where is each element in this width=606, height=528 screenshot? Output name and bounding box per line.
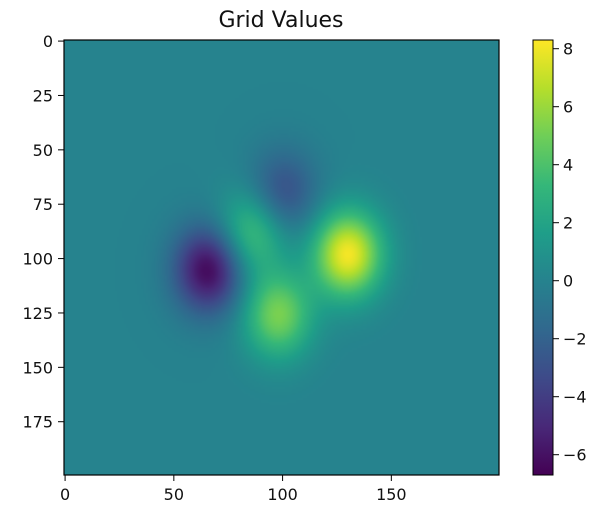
- colorbar-tick-label: 8: [563, 40, 573, 59]
- colorbar-tick-label: −6: [563, 446, 587, 465]
- y-tick-label: 0: [43, 32, 53, 51]
- y-axis: 0 25 50 75 100 125 150 175: [22, 32, 64, 432]
- y-tick-label: 75: [33, 195, 53, 214]
- chart-title: Grid Values: [218, 8, 343, 33]
- y-tick-label: 175: [22, 413, 53, 432]
- y-tick-label: 25: [33, 86, 53, 105]
- plot-frame: [63, 39, 500, 476]
- x-tick-label: 100: [267, 485, 298, 504]
- colorbar-tick-label: −2: [563, 330, 587, 349]
- heatmap-image-wrap: [64, 40, 499, 475]
- x-axis: 0 50 100 150: [60, 475, 407, 504]
- y-tick-label: 150: [22, 358, 53, 377]
- colorbar-tick-label: 2: [563, 214, 573, 233]
- y-tick-label: 125: [22, 304, 53, 323]
- colorbar-tick-label: −4: [563, 388, 587, 407]
- colorbar-tick-label: 4: [563, 156, 573, 175]
- y-tick-label: 100: [22, 250, 53, 269]
- colorbar-tick-label: 0: [563, 272, 573, 291]
- heatmap-image: [64, 40, 499, 475]
- x-tick-label: 50: [164, 485, 184, 504]
- y-tick-label: 50: [33, 141, 53, 160]
- x-tick-label: 0: [60, 485, 70, 504]
- colorbar-axis: 8 6 4 2 0 −2 −4 −6: [553, 40, 587, 465]
- x-tick-label: 150: [376, 485, 407, 504]
- colorbar: [532, 39, 554, 476]
- colorbar-tick-label: 6: [563, 98, 573, 117]
